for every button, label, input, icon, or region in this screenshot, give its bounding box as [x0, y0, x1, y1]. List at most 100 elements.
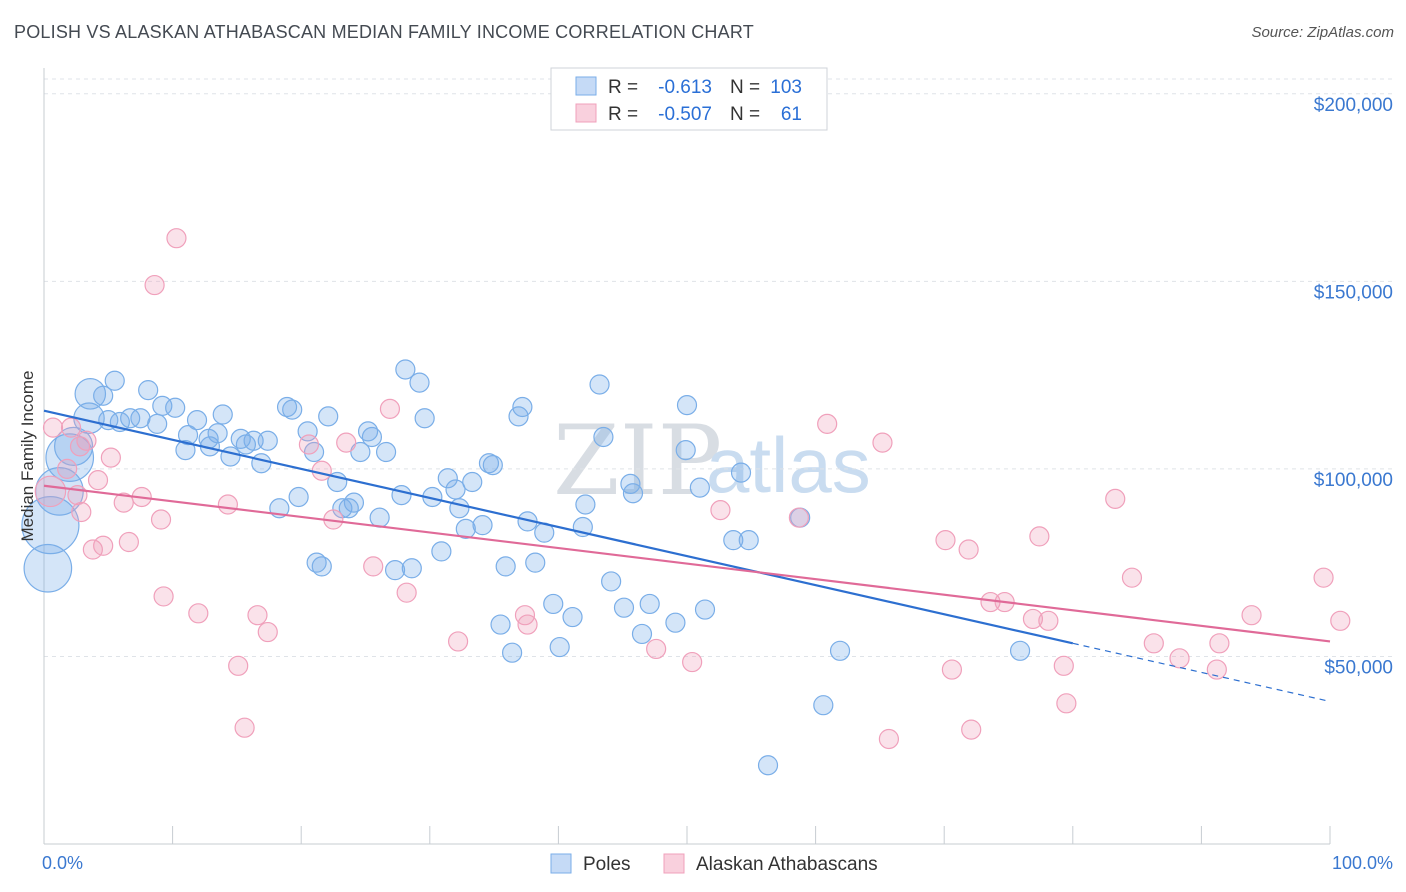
- poles-point-92: [738, 530, 759, 551]
- poles-point-70: [525, 552, 546, 573]
- poles-trend-extension: [1072, 642, 1331, 703]
- poles-point-33: [288, 486, 309, 508]
- poles-point-23: [212, 404, 233, 425]
- poles-point-48: [384, 560, 406, 581]
- poles-point-93: [757, 755, 779, 776]
- athabascan-point-59: [1241, 605, 1262, 626]
- axes: [43, 68, 1331, 845]
- athabascan-point-42: [935, 530, 956, 551]
- athabascan-point-20: [217, 494, 238, 515]
- athabascan-point-22: [234, 717, 255, 738]
- poles-point-32: [282, 399, 303, 420]
- poles-point-17: [175, 440, 196, 461]
- poles-point-78: [593, 426, 614, 448]
- athabascan-point-11: [100, 447, 121, 468]
- legend: Poles Alaskan Athabascans: [550, 853, 878, 875]
- poles-point-52: [409, 372, 430, 393]
- athabascan-point-26: [311, 460, 332, 481]
- athabascan-point-30: [379, 398, 401, 419]
- poles-point-31: [276, 396, 298, 418]
- stats-n-label-athabascans: N =: [730, 104, 760, 125]
- stats-n-value-athabascans: 61: [781, 104, 802, 125]
- y-tick-label-0: $50,000: [1324, 657, 1393, 678]
- x-tick-label-0: 0.0%: [42, 853, 83, 873]
- poles-point-63: [482, 455, 503, 476]
- athabascan-point-29: [363, 556, 384, 577]
- x-tick-labels: 0.0% 100.0%: [42, 853, 1393, 873]
- athabascan-point-52: [1056, 693, 1077, 714]
- poles-point-65: [495, 556, 516, 577]
- legend-label-poles: Poles: [583, 854, 631, 875]
- poles-point-86: [676, 395, 698, 416]
- poles-point-53: [414, 408, 435, 429]
- poles-point-0: [21, 496, 80, 555]
- poles-point-76: [575, 494, 596, 515]
- poles-point-42: [343, 492, 365, 513]
- athabascan-point-13: [118, 531, 139, 553]
- poles-point-6: [74, 378, 107, 410]
- poles-point-77: [589, 374, 610, 395]
- poles-point-44: [357, 421, 379, 442]
- poles-point-64: [490, 614, 511, 635]
- y-tick-labels: $50,000 $100,000 $150,000 $200,000: [1314, 95, 1393, 679]
- athabascan-point-16: [150, 509, 172, 530]
- poles-point-22: [207, 423, 228, 444]
- stats-r-value-athabascans: -0.507: [658, 104, 712, 125]
- poles-point-46: [369, 507, 390, 528]
- poles-point-18: [177, 425, 199, 446]
- y-tick-label-3: $200,000: [1314, 95, 1393, 116]
- stats-r-value-poles: -0.613: [658, 77, 712, 98]
- poles-point-15: [152, 395, 173, 416]
- poles-point-19: [186, 410, 208, 431]
- poles-point-43: [350, 441, 371, 463]
- athabascan-point-12: [113, 492, 134, 513]
- athabascan-point-51: [1053, 655, 1074, 676]
- poles-point-79: [601, 571, 622, 592]
- athabascan-point-55: [1143, 633, 1164, 654]
- athabascan-point-1: [42, 417, 64, 438]
- athabascan-point-21: [228, 655, 249, 676]
- legend-swatch-athabascans: [663, 853, 685, 874]
- athabascan-point-54: [1121, 567, 1143, 588]
- y-tick-label-1: $100,000: [1314, 470, 1393, 491]
- poles-point-56: [437, 468, 458, 489]
- poles-point-12: [130, 408, 151, 429]
- athabascan-point-17: [153, 586, 174, 607]
- athabascan-point-5: [69, 436, 91, 457]
- athabascan-point-25: [298, 434, 320, 455]
- poles-point-47: [375, 441, 397, 463]
- poles-point-7: [93, 385, 114, 406]
- poles-point-89: [694, 599, 716, 620]
- poles-point-83: [631, 623, 653, 645]
- athabascan-point-8: [82, 539, 103, 560]
- poles-point-90: [723, 530, 744, 551]
- poles-point-87: [675, 440, 696, 461]
- athabascan-point-41: [878, 728, 900, 750]
- poles-point-88: [689, 477, 710, 498]
- poles-point-73: [549, 636, 570, 658]
- athabascan-point-18: [166, 228, 187, 249]
- poles-point-61: [472, 515, 493, 536]
- athabascan-point-38: [788, 507, 809, 528]
- athabascan-point-40: [872, 432, 893, 453]
- athabascan-point-37: [710, 500, 731, 521]
- poles-point-11: [120, 408, 141, 429]
- poles-point-27: [243, 430, 264, 451]
- poles-point-60: [462, 471, 483, 493]
- trend-lines: [43, 409, 1331, 703]
- watermark-zip: ZIP: [553, 405, 722, 517]
- poles-point-49: [391, 485, 412, 506]
- chart-title: POLISH VS ALASKAN ATHABASCAN MEDIAN FAMI…: [14, 22, 754, 42]
- athabascan-point-24: [257, 621, 278, 643]
- athabascan-point-3: [60, 417, 82, 438]
- athabascan-point-6: [71, 501, 92, 523]
- athabascan-points: [34, 228, 1351, 750]
- poles-point-97: [1009, 640, 1031, 661]
- athabascan-point-57: [1206, 659, 1227, 680]
- athabascan-point-7: [76, 430, 97, 451]
- poles-point-28: [251, 453, 272, 474]
- poles-point-55: [431, 541, 452, 562]
- poles-point-58: [449, 498, 470, 519]
- athabascan-point-61: [1330, 610, 1351, 631]
